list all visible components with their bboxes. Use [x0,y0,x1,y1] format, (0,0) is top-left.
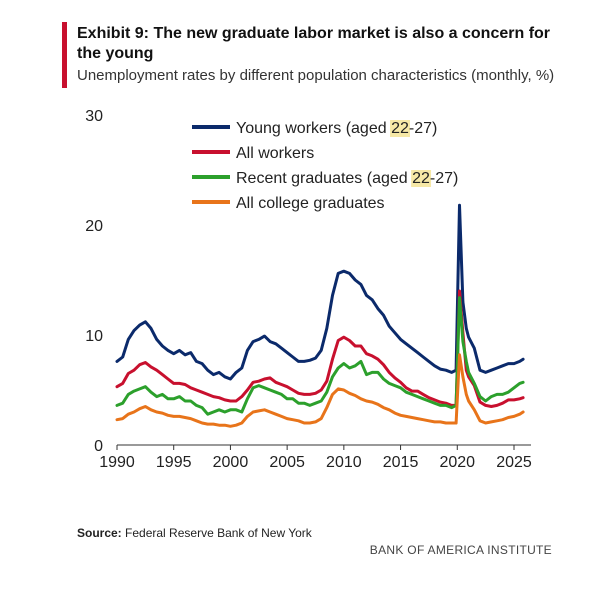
legend-highlight-box [411,170,432,187]
x-tick-label-2005: 2005 [269,454,305,471]
series-line-1 [115,203,525,381]
series-line-3 [115,296,525,416]
series-line-2 [115,289,525,408]
page-subtitle: Unemployment rates by different populati… [77,67,555,84]
x-tick-label-2015: 2015 [383,454,419,471]
legend-highlight-box [390,120,410,137]
legend-label-2: All workers [236,145,314,162]
x-tick-label-2010: 2010 [326,454,362,471]
source-note: Source: Federal Reserve Bank of New York [77,526,312,540]
page-title: Exhibit 9: The new graduate labor market… [77,25,551,62]
legend-label-3: Recent graduates (aged 22-27) [236,170,458,187]
brand-label: BANK OF AMERICA INSTITUTE [369,543,552,557]
source-label: Source: [77,526,122,540]
x-tick-label-2025: 2025 [496,454,532,471]
x-tick-label-2020: 2020 [439,454,475,471]
legend-label-4: All college graduates [236,195,385,212]
x-tick-label-1990: 1990 [99,454,135,471]
legend-label-1: Young workers (aged 22-27) [236,120,437,137]
line-chart: 1990 1995 2000 2005 2010 2015 2020 2025 0 10 20 30 Y… [85,108,532,471]
title-accent-bar [62,22,67,88]
x-tick-label-1995: 1995 [156,454,192,471]
y-tick-label-10: 10 [85,328,103,345]
y-tick-label-0: 0 [94,438,103,455]
source-text: Federal Reserve Bank of New York [125,526,312,540]
series-line-4 [115,353,525,428]
y-tick-label-20: 20 [85,218,103,235]
y-tick-label-30: 30 [85,108,103,125]
x-tick-label-2000: 2000 [213,454,249,471]
